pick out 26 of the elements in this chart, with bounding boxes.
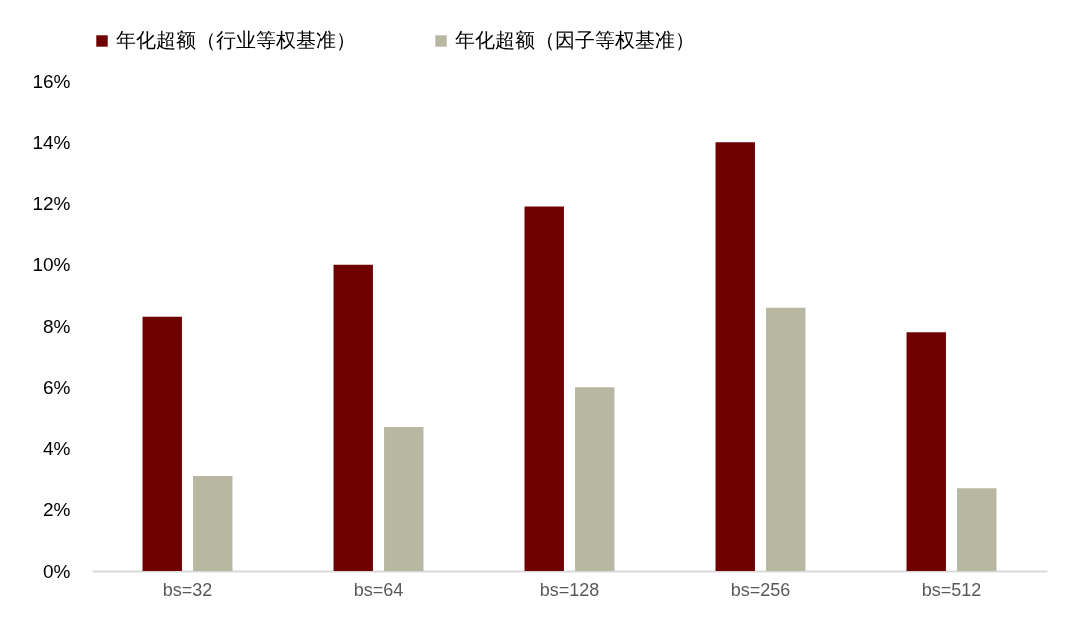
y-tick-label: 4% — [43, 438, 71, 459]
bar — [715, 142, 755, 571]
bar — [524, 206, 564, 571]
bar — [193, 476, 233, 571]
y-tick-label: 12% — [32, 193, 71, 214]
bar — [575, 387, 615, 571]
y-tick-label: 0% — [43, 560, 71, 582]
legend-label: 年化超额（行业等权基准） — [116, 29, 356, 51]
y-tick-label: 16% — [32, 70, 71, 92]
bar — [384, 427, 424, 571]
bar — [906, 332, 946, 571]
x-tick-label: bs=128 — [539, 579, 600, 600]
x-tick-label: bs=64 — [353, 579, 404, 600]
y-tick-label: 14% — [32, 131, 71, 153]
legend-label: 年化超额（因子等权基准） — [455, 29, 695, 51]
x-tick-label: bs=256 — [730, 579, 791, 600]
x-tick-label: bs=32 — [162, 579, 213, 600]
y-tick-label: 8% — [43, 315, 71, 337]
bar — [957, 488, 997, 571]
bar — [766, 307, 806, 571]
bar — [333, 264, 373, 571]
y-tick-label: 2% — [43, 499, 71, 521]
y-tick-label: 10% — [32, 254, 71, 276]
bar — [142, 316, 182, 571]
y-tick-label: 6% — [43, 376, 71, 398]
x-tick-label: bs=512 — [921, 579, 982, 600]
